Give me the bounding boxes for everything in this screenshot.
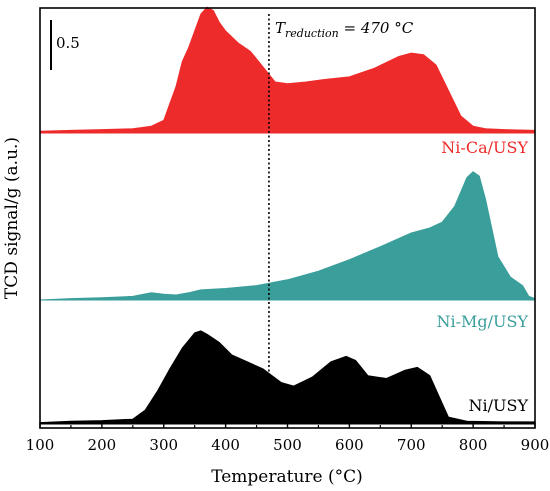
series-area-2 xyxy=(39,330,536,425)
reduction-annotation-value: = 470 °C xyxy=(339,19,414,37)
y-axis-title: TCD signal/g (a.u.) xyxy=(2,137,22,299)
x-tick-label: 500 xyxy=(273,436,302,454)
x-tick-label: 900 xyxy=(521,436,550,454)
x-tick-label: 700 xyxy=(397,436,426,454)
series-label-0: Ni-Ca/USY xyxy=(441,138,528,157)
x-tick-label: 400 xyxy=(211,436,240,454)
series-area-1 xyxy=(39,171,536,301)
series-label-2: Ni/USY xyxy=(468,396,528,415)
series-area-0 xyxy=(39,6,536,134)
reduction-annotation-symbol: T xyxy=(275,19,286,37)
x-tick-label: 600 xyxy=(335,436,364,454)
reduction-annotation-subscript: reduction xyxy=(285,27,339,40)
x-axis-title: Temperature (°C) xyxy=(211,467,363,487)
series-label-1: Ni-Mg/USY xyxy=(436,312,528,331)
reduction-annotation: Treduction = 470 °C xyxy=(275,19,414,40)
x-axis-ticks: 100 200 300 400 500 600 700 800 900 xyxy=(26,422,550,454)
x-tick-label: 200 xyxy=(88,436,117,454)
series-areas xyxy=(39,6,536,425)
x-tick-label: 300 xyxy=(149,436,178,454)
scale-bar-label: 0.5 xyxy=(56,34,80,52)
x-tick-label: 800 xyxy=(459,436,488,454)
series-labels: Ni-Ca/USY Ni-Mg/USY Ni/USY xyxy=(436,138,528,415)
x-tick-label: 100 xyxy=(26,436,55,454)
